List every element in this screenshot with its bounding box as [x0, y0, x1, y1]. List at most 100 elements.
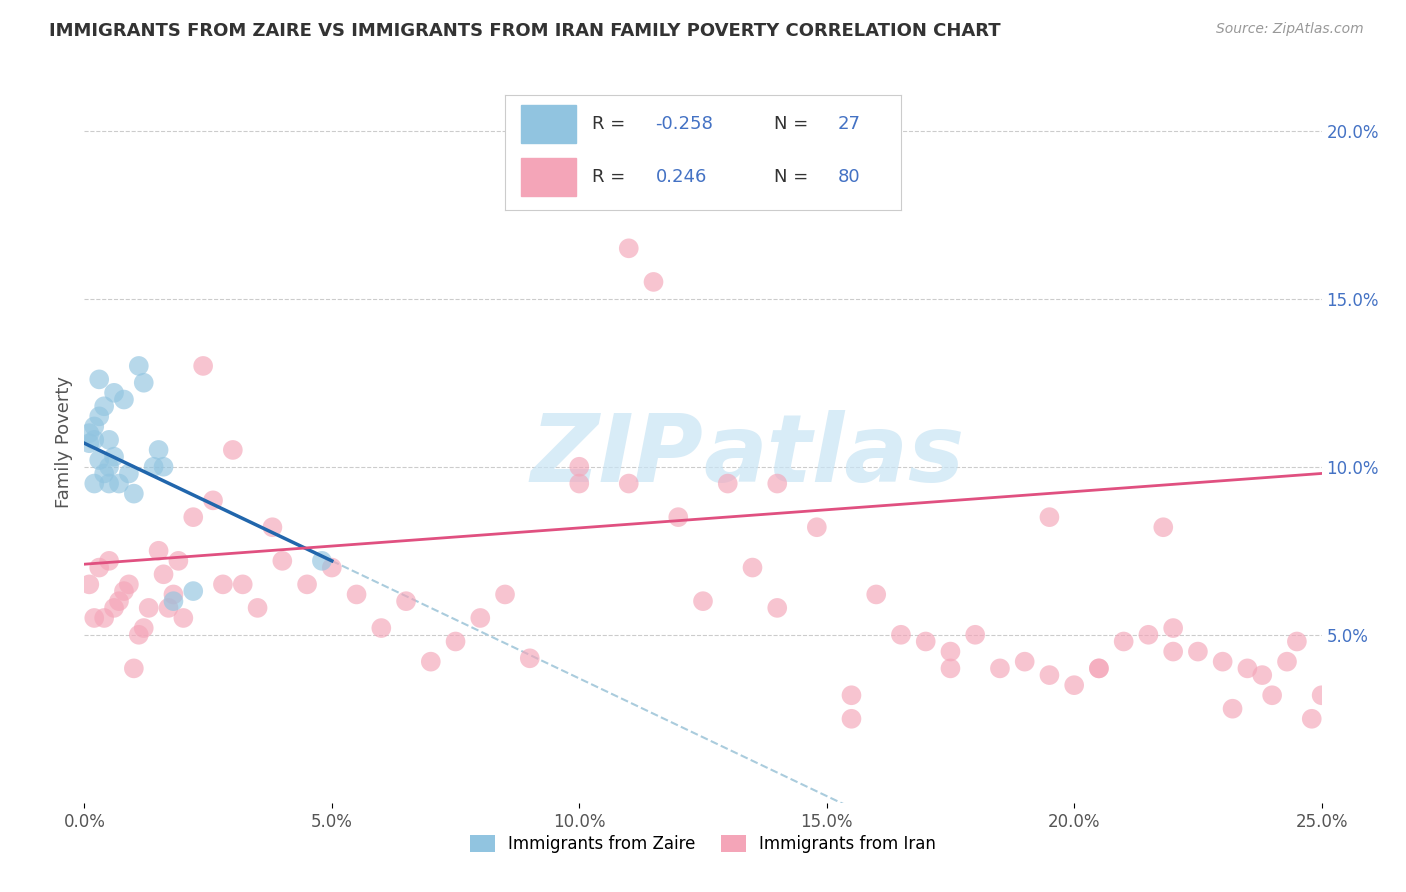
- Point: [692, 594, 714, 608]
- Point: [1285, 634, 1308, 648]
- Point: [98, 476, 121, 491]
- Point: [83, 476, 105, 491]
- Point: [157, 600, 180, 615]
- Point: [167, 554, 190, 568]
- Point: [1088, 661, 1111, 675]
- Point: [988, 661, 1011, 675]
- Point: [118, 577, 141, 591]
- Point: [519, 651, 541, 665]
- Point: [162, 594, 184, 608]
- Point: [1161, 621, 1184, 635]
- Point: [494, 587, 516, 601]
- Point: [321, 560, 343, 574]
- Point: [108, 476, 131, 491]
- Point: [568, 459, 591, 474]
- Point: [643, 275, 665, 289]
- Point: [138, 600, 160, 615]
- Point: [890, 628, 912, 642]
- Point: [93, 611, 115, 625]
- Point: [148, 442, 170, 457]
- Point: [965, 628, 987, 642]
- Point: [766, 600, 789, 615]
- Point: [122, 486, 145, 500]
- Point: [98, 554, 121, 568]
- Point: [1038, 668, 1060, 682]
- Point: [222, 442, 245, 457]
- Text: Source: ZipAtlas.com: Source: ZipAtlas.com: [1216, 22, 1364, 37]
- Point: [181, 584, 204, 599]
- Text: ZIP: ZIP: [530, 410, 703, 502]
- Point: [1063, 678, 1085, 692]
- Point: [172, 611, 194, 625]
- Point: [1261, 688, 1284, 702]
- Point: [806, 520, 828, 534]
- Point: [1275, 655, 1298, 669]
- Point: [98, 459, 121, 474]
- Point: [128, 628, 150, 642]
- Point: [118, 467, 141, 481]
- Point: [79, 426, 101, 441]
- Text: atlas: atlas: [703, 410, 965, 502]
- Point: [766, 476, 789, 491]
- Text: IMMIGRANTS FROM ZAIRE VS IMMIGRANTS FROM IRAN FAMILY POVERTY CORRELATION CHART: IMMIGRANTS FROM ZAIRE VS IMMIGRANTS FROM…: [49, 22, 1001, 40]
- Point: [122, 661, 145, 675]
- Point: [112, 584, 135, 599]
- Point: [1301, 712, 1323, 726]
- Y-axis label: Family Poverty: Family Poverty: [55, 376, 73, 508]
- Point: [1251, 668, 1274, 682]
- Point: [152, 567, 174, 582]
- Point: [395, 594, 418, 608]
- Point: [1152, 520, 1174, 534]
- Point: [370, 621, 392, 635]
- Point: [93, 399, 115, 413]
- Point: [444, 634, 467, 648]
- Point: [914, 634, 936, 648]
- Point: [865, 587, 887, 601]
- Point: [191, 359, 214, 373]
- Point: [98, 433, 121, 447]
- Point: [212, 577, 235, 591]
- Point: [1187, 644, 1209, 658]
- Point: [617, 241, 640, 255]
- Point: [108, 594, 131, 608]
- Point: [1112, 634, 1135, 648]
- Point: [741, 560, 763, 574]
- Point: [246, 600, 269, 615]
- Point: [232, 577, 254, 591]
- Point: [939, 661, 962, 675]
- Point: [93, 467, 115, 481]
- Point: [89, 372, 111, 386]
- Point: [1161, 644, 1184, 658]
- Point: [1014, 655, 1036, 669]
- Point: [470, 611, 492, 625]
- Point: [568, 476, 591, 491]
- Point: [83, 419, 105, 434]
- Point: [103, 385, 125, 400]
- Point: [152, 459, 174, 474]
- Point: [1310, 688, 1333, 702]
- Point: [1137, 628, 1160, 642]
- Point: [666, 510, 689, 524]
- Point: [617, 476, 640, 491]
- Point: [142, 459, 165, 474]
- Point: [79, 436, 101, 450]
- Point: [79, 577, 101, 591]
- Point: [162, 587, 184, 601]
- Point: [346, 587, 368, 601]
- Point: [103, 600, 125, 615]
- Legend: Immigrants from Zaire, Immigrants from Iran: Immigrants from Zaire, Immigrants from I…: [464, 828, 942, 860]
- Point: [311, 554, 333, 568]
- Point: [89, 453, 111, 467]
- Point: [89, 560, 111, 574]
- Point: [202, 493, 225, 508]
- Point: [103, 450, 125, 464]
- Point: [271, 554, 294, 568]
- Point: [1038, 510, 1060, 524]
- Point: [132, 621, 155, 635]
- Point: [262, 520, 284, 534]
- Point: [83, 433, 105, 447]
- Point: [1212, 655, 1234, 669]
- Point: [717, 476, 740, 491]
- Point: [132, 376, 155, 390]
- Point: [148, 543, 170, 558]
